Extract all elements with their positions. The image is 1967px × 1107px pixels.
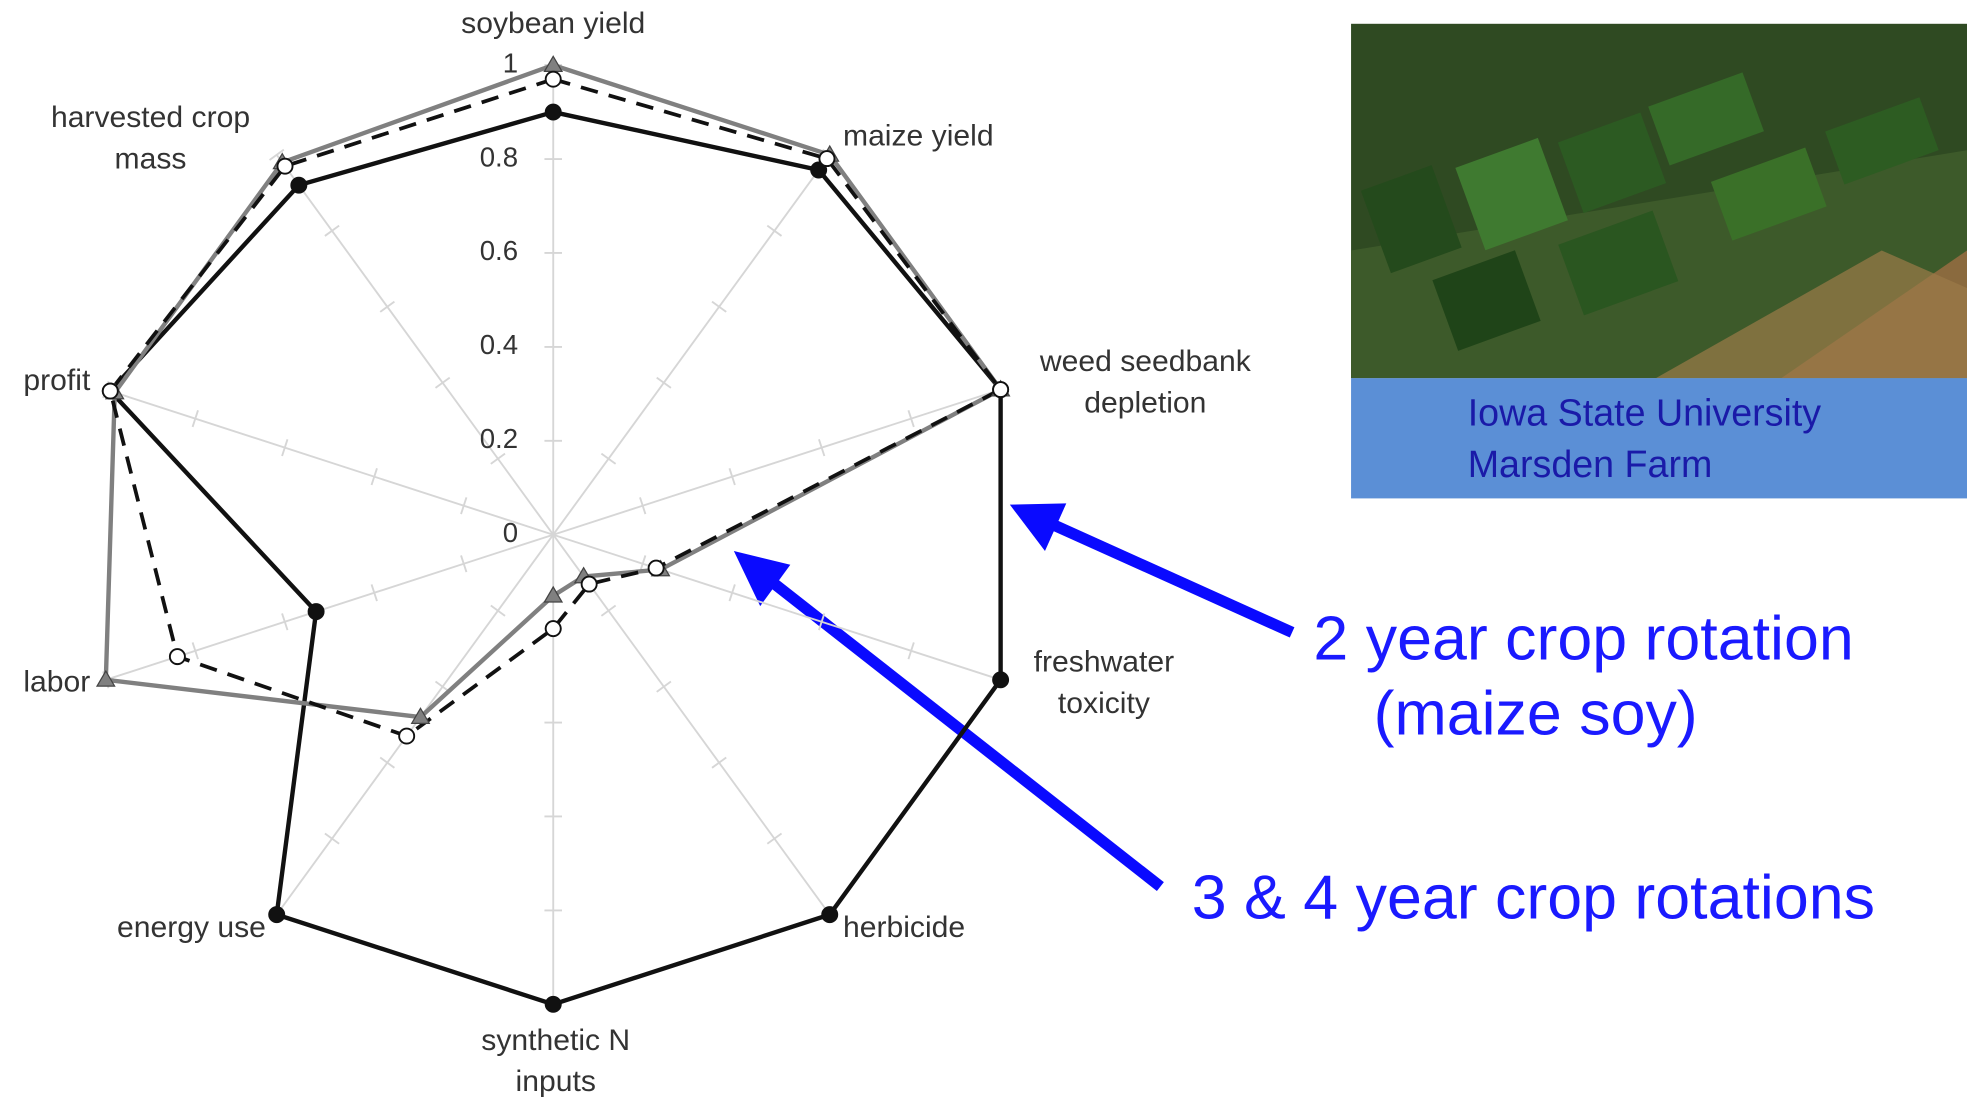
tick-mark <box>818 439 826 457</box>
marker <box>544 620 562 638</box>
tick-mark <box>490 604 506 617</box>
tick-mark <box>728 584 736 602</box>
tick-mark <box>281 613 289 631</box>
photo-caption: Iowa State University Marsden Farm <box>1468 392 1822 485</box>
r-tick-label: 1 <box>503 47 518 78</box>
marker <box>276 157 294 175</box>
tick-mark <box>460 497 468 515</box>
tick-mark <box>490 452 506 465</box>
tick-mark <box>907 642 915 660</box>
marker <box>818 150 836 168</box>
marker <box>544 70 562 88</box>
marker <box>580 575 598 593</box>
axis-label: labor <box>23 666 90 699</box>
marker <box>544 995 562 1013</box>
tick-mark <box>370 584 378 602</box>
spoke <box>275 534 554 916</box>
tick-mark <box>324 224 340 237</box>
axis-label: energy use <box>117 911 266 944</box>
axis-label: soybean yield <box>461 7 645 40</box>
tick-mark <box>656 376 672 389</box>
tick-mark <box>281 439 289 457</box>
axis-label: weed seedbank depletion <box>1039 345 1252 419</box>
tick-mark <box>379 756 395 769</box>
tick-mark <box>907 409 915 428</box>
spoke <box>552 154 831 536</box>
series-line <box>108 77 1004 739</box>
r-tick-label: 0.2 <box>480 423 518 454</box>
spoke <box>275 154 554 536</box>
spoke <box>105 388 554 536</box>
tick-mark <box>656 680 672 693</box>
tick-mark <box>600 452 617 465</box>
r-tick-label: 0.6 <box>480 235 518 266</box>
marker <box>268 906 286 924</box>
tick-mark <box>191 642 199 660</box>
tick-mark <box>370 468 378 486</box>
axis-label: maize yield <box>843 120 994 153</box>
marker <box>307 603 325 621</box>
annotation: 3 & 4 year crop rotations <box>1192 862 1875 932</box>
spoke <box>552 534 831 916</box>
marker <box>544 103 562 121</box>
marker <box>543 55 564 73</box>
marker <box>168 648 186 666</box>
r-tick-label: 0 <box>503 517 518 548</box>
tick-mark <box>728 468 736 486</box>
r-tick-label: 0.8 <box>480 141 518 172</box>
series-line <box>107 109 1003 1007</box>
spoke <box>552 388 1001 536</box>
annotation: 2 year crop rotation (maize soy) <box>1313 603 1853 748</box>
tick-mark <box>324 832 340 845</box>
marker <box>95 669 116 687</box>
marker <box>992 671 1010 689</box>
tick-mark <box>434 376 451 389</box>
tick-mark <box>379 300 395 313</box>
marker <box>992 381 1010 399</box>
r-tick-label: 0.4 <box>480 329 518 360</box>
marker <box>290 176 308 194</box>
axis-label: harvested crop mass <box>51 101 250 175</box>
farm-photo <box>1351 23 1967 499</box>
axis-label: profit <box>23 364 91 397</box>
marker <box>398 727 416 745</box>
tick-mark <box>818 613 826 631</box>
arrows <box>733 503 1295 892</box>
tick-mark <box>460 555 468 573</box>
marker <box>647 559 665 577</box>
marker <box>101 382 119 400</box>
tick-mark <box>766 224 783 237</box>
tick-mark <box>600 604 617 617</box>
marker <box>543 585 564 603</box>
marker <box>810 161 828 179</box>
axis-label: freshwater toxicity <box>1034 646 1175 720</box>
spoke <box>552 533 1001 681</box>
tick-mark <box>711 300 727 313</box>
marker <box>821 906 839 924</box>
axis-label: herbicide <box>843 911 965 944</box>
tick-mark <box>766 832 783 845</box>
tick-mark <box>269 148 285 161</box>
marker <box>410 707 431 724</box>
tick-mark <box>191 409 199 428</box>
tick-mark <box>639 497 647 515</box>
tick-mark <box>711 756 727 769</box>
